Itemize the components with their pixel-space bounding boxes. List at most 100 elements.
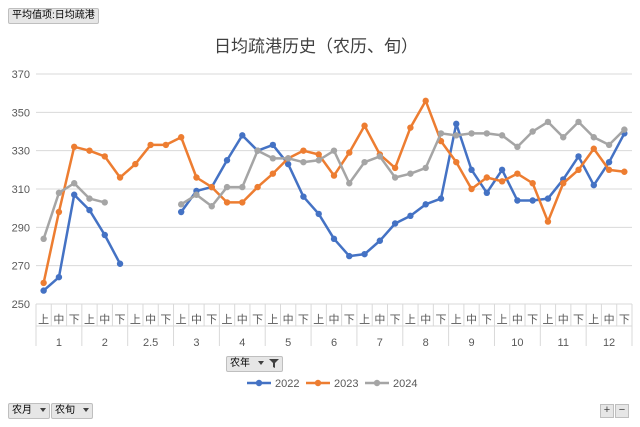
x-tick-label-tenday: 上 xyxy=(176,313,187,326)
x-tick-label-tenday: 中 xyxy=(558,313,569,326)
x-tick-label-tenday: 下 xyxy=(115,314,126,326)
x-tick-label-tenday: 中 xyxy=(145,313,156,326)
axis-field-month-label: 农月 xyxy=(12,405,32,416)
x-tick-label-month: 2.5 xyxy=(143,337,158,349)
data-point-2023 xyxy=(223,199,231,206)
dropdown-icon xyxy=(257,361,264,366)
series-line-2022 xyxy=(179,122,626,258)
data-point-2023 xyxy=(544,218,552,225)
x-tick-label-month: 5 xyxy=(285,337,291,349)
data-point-2024 xyxy=(361,158,368,166)
x-tick-label-tenday: 中 xyxy=(283,313,294,326)
data-point-2024 xyxy=(193,191,200,198)
x-tick-label-tenday: 下 xyxy=(69,314,80,326)
data-point-2022 xyxy=(40,287,47,294)
data-point-2023 xyxy=(300,147,307,154)
data-point-2022 xyxy=(116,260,124,267)
data-point-2024 xyxy=(560,134,567,141)
data-point-2022 xyxy=(239,132,246,139)
data-point-2023 xyxy=(498,178,506,185)
data-point-2022 xyxy=(71,191,78,198)
data-point-2022 xyxy=(468,166,475,174)
data-point-2023 xyxy=(254,183,261,191)
x-tick-label-tenday: 上 xyxy=(359,313,370,326)
x-tick-label-tenday: 上 xyxy=(222,313,233,326)
value-field-label: 平均值项:日均疏港 xyxy=(12,10,95,21)
filter-icon xyxy=(268,359,279,369)
data-point-2023 xyxy=(177,134,185,141)
axis-field-tenday-button[interactable]: 农旬 xyxy=(51,403,93,419)
x-tick-label-month: 11 xyxy=(558,337,569,349)
axis-field-month-button[interactable]: 农月 xyxy=(8,403,50,419)
data-point-2024 xyxy=(453,132,460,139)
collapse-button[interactable]: − xyxy=(615,404,629,418)
x-tick-label-tenday: 上 xyxy=(267,313,278,326)
data-point-2024 xyxy=(86,195,93,202)
data-point-2024 xyxy=(55,189,63,197)
data-point-2022 xyxy=(575,153,582,160)
x-tick-label-tenday: 上 xyxy=(38,313,49,326)
data-point-2024 xyxy=(40,235,47,243)
legend-marker-2023 xyxy=(314,379,322,387)
data-point-2023 xyxy=(132,160,139,168)
legend-marker-2022 xyxy=(255,379,263,387)
data-point-2023 xyxy=(193,174,200,181)
data-point-2024 xyxy=(483,130,491,137)
x-tick-label-tenday: 中 xyxy=(374,313,385,326)
data-point-2023 xyxy=(101,153,108,160)
x-tick-label-month: 12 xyxy=(603,337,615,349)
gridlines xyxy=(36,73,632,305)
data-point-2022 xyxy=(514,197,521,204)
series-lines xyxy=(40,97,628,294)
data-point-2022 xyxy=(391,220,399,227)
legend[interactable]: 2022 2023 2024 xyxy=(247,378,417,390)
data-point-2024 xyxy=(315,157,322,164)
axis-field-tenday-label: 农旬 xyxy=(55,405,75,416)
data-point-2023 xyxy=(162,141,170,149)
x-tick-label-month: 2 xyxy=(102,337,108,349)
legend-field-button[interactable]: 农年 xyxy=(226,356,283,372)
x-tick-label-tenday: 上 xyxy=(130,313,141,326)
x-tick-label-tenday: 上 xyxy=(405,313,416,326)
data-point-2022 xyxy=(376,237,384,244)
y-tick-label: 350 xyxy=(12,107,30,119)
x-tick-label-tenday: 下 xyxy=(619,314,630,326)
data-point-2022 xyxy=(361,250,368,258)
data-point-2023 xyxy=(453,158,460,166)
x-tick-label-tenday: 上 xyxy=(451,313,462,326)
data-point-2023 xyxy=(422,97,429,105)
data-point-2024 xyxy=(514,143,521,151)
y-tick-label: 370 xyxy=(12,69,30,81)
x-tick-label-tenday: 中 xyxy=(420,313,431,326)
data-point-2024 xyxy=(575,118,582,126)
x-tick-label-month: 7 xyxy=(377,337,383,349)
data-point-2023 xyxy=(468,185,475,193)
x-tick-label-tenday: 中 xyxy=(466,313,477,326)
data-point-2023 xyxy=(483,174,491,181)
data-point-2024 xyxy=(254,147,261,154)
x-tick-label-month: 9 xyxy=(468,337,474,349)
legend-marker-2024 xyxy=(373,379,381,387)
x-tick-label-month: 1 xyxy=(56,337,62,349)
data-point-2022 xyxy=(529,197,536,204)
x-tick-label-tenday: 上 xyxy=(542,313,553,326)
data-point-2022 xyxy=(346,252,353,260)
data-point-2024 xyxy=(208,203,215,210)
data-point-2023 xyxy=(575,166,582,174)
x-tick-label-tenday: 下 xyxy=(435,314,446,326)
legend-label-2022: 2022 xyxy=(275,378,299,390)
data-point-2023 xyxy=(269,170,277,177)
data-point-2023 xyxy=(116,174,124,181)
data-point-2023 xyxy=(407,124,414,131)
data-point-2024 xyxy=(468,130,475,137)
data-point-2023 xyxy=(529,180,536,187)
data-point-2024 xyxy=(391,174,399,181)
x-axis: 上中下1上中下2上中下2.5上中下3上中下4上中下5上中下6上中下7上中下8上中… xyxy=(35,304,633,349)
value-field-button[interactable]: 平均值项:日均疏港 xyxy=(8,8,99,24)
data-point-2022 xyxy=(101,231,108,239)
data-point-2022 xyxy=(483,189,491,197)
data-point-2023 xyxy=(560,180,567,187)
y-tick-label: 270 xyxy=(12,261,30,273)
x-tick-label-month: 4 xyxy=(239,337,245,349)
expand-button[interactable]: + xyxy=(600,404,614,418)
